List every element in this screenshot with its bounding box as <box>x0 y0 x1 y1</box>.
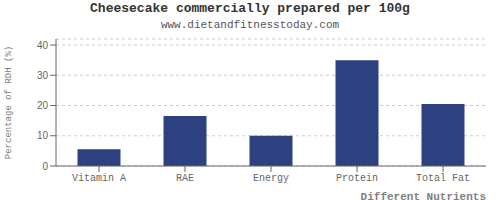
html-text:Cheesecake commercially prepar: Cheesecake commercially prepared per 100… <box>90 1 410 16</box>
svg-text:Energy: Energy <box>253 173 289 184</box>
svg-text:Total Fat: Total Fat <box>416 173 470 184</box>
svg-text:RAE: RAE <box>176 173 194 184</box>
svg-text:Protein: Protein <box>336 173 378 184</box>
svg-text:30: 30 <box>37 70 49 81</box>
svg-text:20: 20 <box>37 100 49 111</box>
svg-text:Different Nutrients: Different Nutrients <box>361 191 486 200</box>
svg-text:Vitamin A: Vitamin A <box>72 173 126 184</box>
svg-text:10: 10 <box>37 130 49 141</box>
svg-text:40: 40 <box>37 40 49 51</box>
html-text:www.dietandfitnesstoday.com: www.dietandfitnesstoday.com <box>160 19 340 31</box>
svg-text:0: 0 <box>42 161 48 172</box>
svg-text:Percentage of RDH (%): Percentage of RDH (%) <box>8 46 14 159</box>
